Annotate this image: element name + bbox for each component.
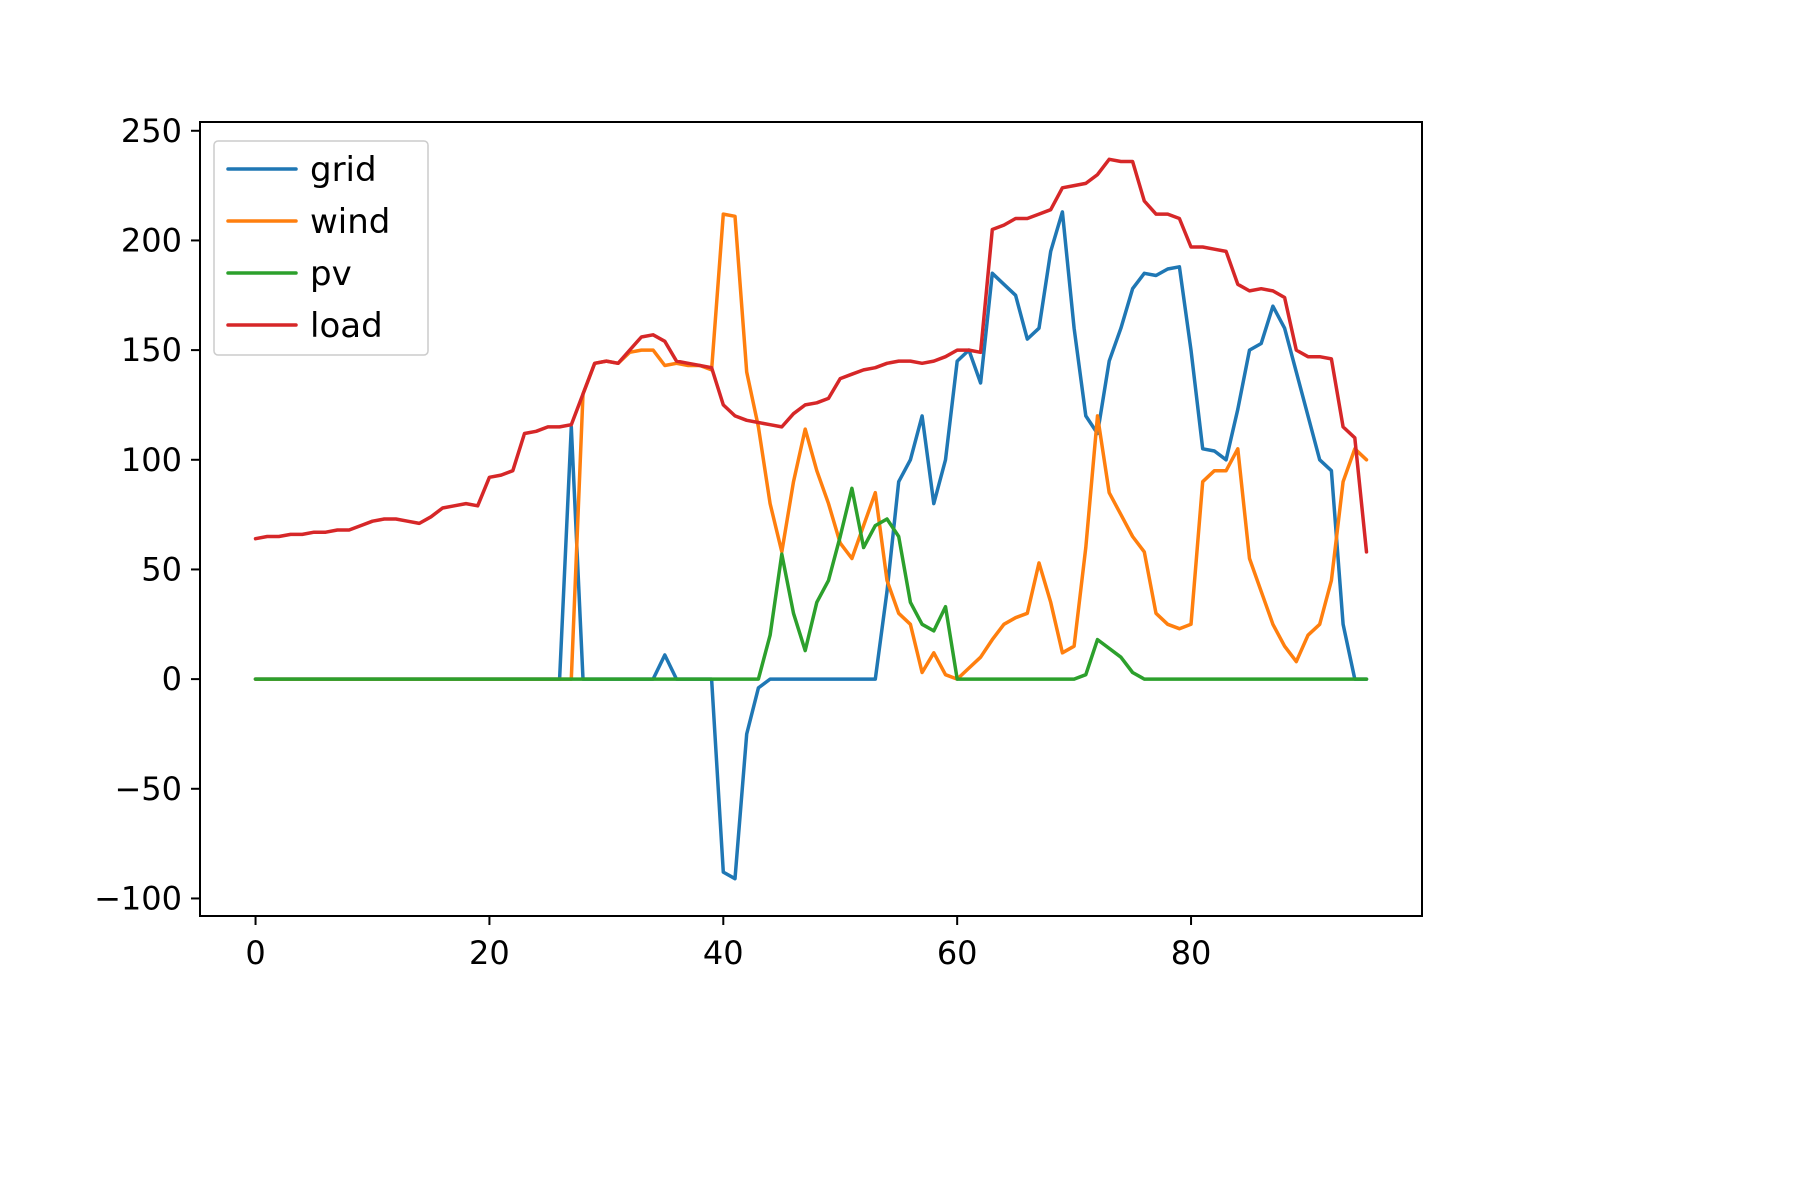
legend-label-grid: grid xyxy=(310,150,377,190)
x-tick-label: 80 xyxy=(1171,934,1212,972)
x-tick-label: 0 xyxy=(245,934,265,972)
legend-label-pv: pv xyxy=(310,254,352,294)
axes-spines xyxy=(199,121,1423,917)
x-tick-label: 40 xyxy=(703,934,744,972)
y-tick-label: 250 xyxy=(121,112,182,150)
y-tick-label: 150 xyxy=(121,331,182,369)
y-tick-label: −50 xyxy=(114,770,182,808)
x-tick-label: 60 xyxy=(937,934,978,972)
y-tick-label: −100 xyxy=(94,879,182,917)
legend-label-load: load xyxy=(310,306,383,346)
series-line-pv xyxy=(253,486,1369,681)
series-line-load xyxy=(253,157,1369,554)
y-tick-label: 200 xyxy=(121,221,182,259)
legend-label-wind: wind xyxy=(310,202,390,242)
y-tick-label: 50 xyxy=(141,550,182,588)
legend-box xyxy=(213,140,429,356)
y-tick-label: 0 xyxy=(162,660,182,698)
y-tick-label: 100 xyxy=(121,441,182,479)
x-tick-label: 20 xyxy=(469,934,510,972)
